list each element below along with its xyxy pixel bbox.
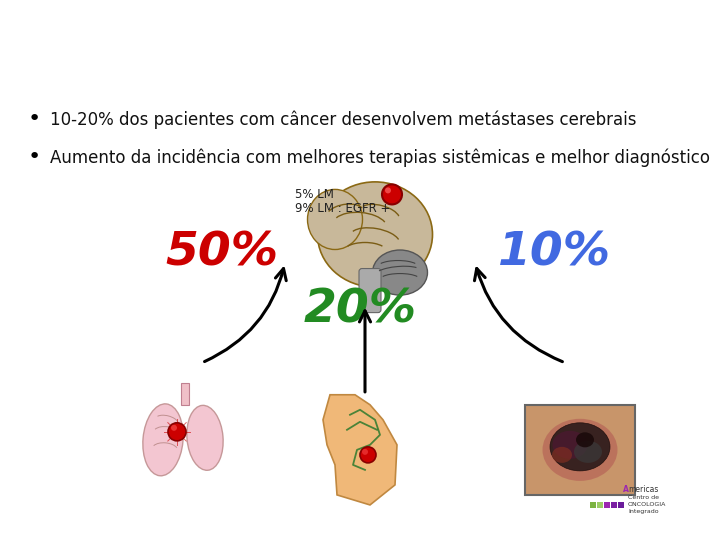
Bar — [590, 502, 596, 508]
Text: A: A — [623, 485, 629, 495]
Text: Integrado: Integrado — [628, 509, 659, 515]
Circle shape — [360, 447, 376, 463]
Text: 9% LM : EGFR +: 9% LM : EGFR + — [295, 202, 390, 215]
Bar — [618, 502, 624, 508]
Text: INCIDÊNCIA: INCIDÊNCIA — [283, 23, 437, 47]
Bar — [181, 383, 189, 405]
Circle shape — [171, 425, 177, 431]
Ellipse shape — [187, 406, 223, 470]
Bar — [597, 502, 603, 508]
Bar — [525, 405, 635, 495]
Ellipse shape — [372, 250, 428, 295]
Text: mericas: mericas — [628, 485, 658, 495]
Ellipse shape — [576, 433, 594, 447]
Polygon shape — [323, 395, 397, 505]
Text: •: • — [28, 147, 41, 167]
Ellipse shape — [542, 419, 618, 481]
Text: 5% LM: 5% LM — [295, 188, 334, 201]
Ellipse shape — [550, 423, 610, 471]
Text: ONCOLOGIA: ONCOLOGIA — [628, 502, 667, 508]
Ellipse shape — [552, 447, 572, 463]
Circle shape — [168, 423, 186, 441]
Text: Centro de: Centro de — [628, 495, 659, 501]
Ellipse shape — [318, 182, 433, 287]
Text: •: • — [28, 109, 41, 129]
Text: 50%: 50% — [166, 230, 279, 275]
Text: 20%: 20% — [303, 287, 417, 332]
Ellipse shape — [574, 441, 602, 463]
Bar — [604, 502, 610, 508]
Ellipse shape — [307, 190, 362, 249]
Ellipse shape — [143, 404, 183, 476]
Bar — [611, 502, 617, 508]
Circle shape — [382, 184, 402, 205]
Text: 10-20% dos pacientes com câncer desenvolvem metástases cerebrais: 10-20% dos pacientes com câncer desenvol… — [50, 110, 636, 129]
Text: Aumento da incidência com melhores terapias sistêmicas e melhor diagnóstico: Aumento da incidência com melhores terap… — [50, 148, 710, 167]
FancyBboxPatch shape — [359, 268, 381, 313]
Circle shape — [362, 449, 368, 455]
Ellipse shape — [552, 431, 588, 459]
Circle shape — [385, 187, 391, 193]
Text: 10%: 10% — [498, 230, 611, 275]
